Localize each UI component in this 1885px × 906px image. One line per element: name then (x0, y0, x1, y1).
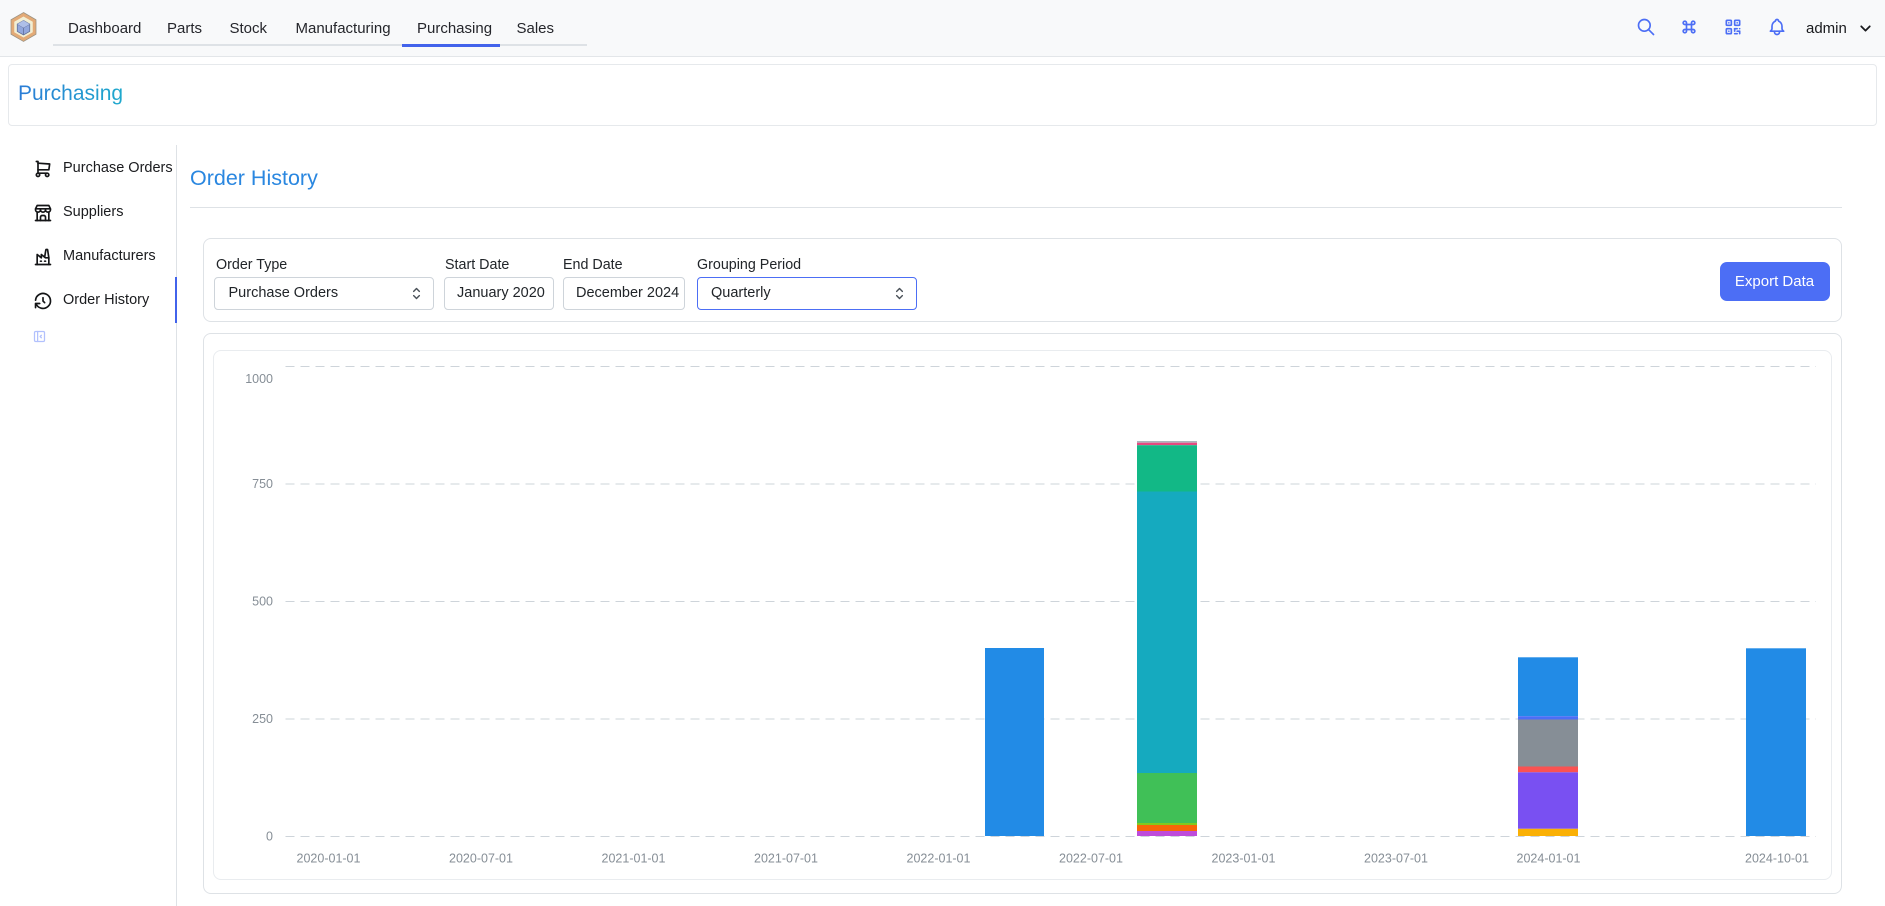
svg-text:2022-01-01: 2022-01-01 (907, 851, 971, 865)
svg-text:2020-07-01: 2020-07-01 (449, 851, 513, 865)
svg-text:2020-01-01: 2020-01-01 (297, 851, 361, 865)
svg-text:0: 0 (266, 829, 273, 843)
svg-text:2024-10-01: 2024-10-01 (1745, 851, 1809, 865)
svg-text:2023-01-01: 2023-01-01 (1212, 851, 1276, 865)
svg-text:2024-01-01: 2024-01-01 (1517, 851, 1581, 865)
svg-text:2021-01-01: 2021-01-01 (602, 851, 666, 865)
svg-text:250: 250 (252, 712, 273, 726)
svg-text:1000: 1000 (245, 372, 273, 386)
svg-text:2021-07-01: 2021-07-01 (754, 851, 818, 865)
svg-text:750: 750 (252, 477, 273, 491)
svg-text:2022-07-01: 2022-07-01 (1059, 851, 1123, 865)
svg-text:2023-07-01: 2023-07-01 (1364, 851, 1428, 865)
svg-text:500: 500 (252, 594, 273, 608)
